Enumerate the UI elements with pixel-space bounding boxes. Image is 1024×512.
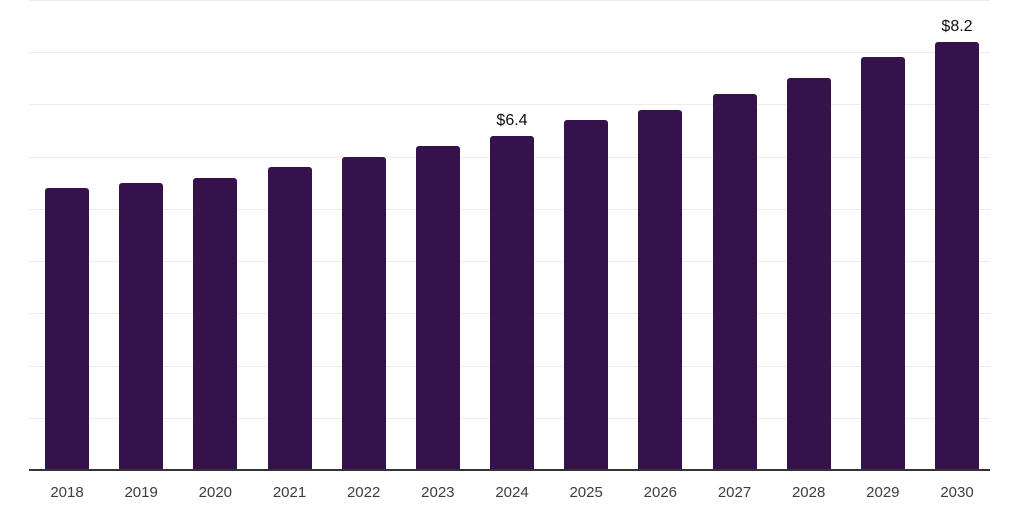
x-tick-label-2029: 2029 bbox=[866, 484, 900, 501]
x-tick-label-2021: 2021 bbox=[272, 484, 307, 501]
x-tick-label-2028: 2028 bbox=[791, 484, 826, 501]
x-tick-label-2030: 2030 bbox=[940, 484, 974, 501]
bar-2027 bbox=[712, 94, 757, 470]
bar-2024 bbox=[490, 135, 534, 470]
bar-2023 bbox=[415, 146, 460, 470]
x-tick-label-2023: 2023 bbox=[421, 484, 455, 501]
x-tick-label-2018: 2018 bbox=[50, 484, 84, 501]
bar-2021 bbox=[267, 167, 312, 470]
bar-2019 bbox=[119, 182, 164, 470]
bar-2018 bbox=[45, 188, 89, 470]
gridline bbox=[29, 52, 990, 54]
x-tick-label-2027: 2027 bbox=[717, 484, 752, 501]
bar-2020 bbox=[193, 177, 238, 470]
bar-2025 bbox=[564, 120, 609, 470]
bar-2022 bbox=[341, 156, 386, 470]
value-label-2030: $8.2 bbox=[941, 17, 973, 35]
x-tick-label-2026: 2026 bbox=[643, 484, 678, 501]
x-tick-label-2020: 2020 bbox=[198, 484, 233, 501]
bar-2029 bbox=[860, 57, 905, 470]
bar-2028 bbox=[786, 78, 831, 470]
x-tick-label-2024: 2024 bbox=[495, 484, 529, 501]
gridline bbox=[29, 104, 990, 106]
value-label-2024: $6.4 bbox=[496, 111, 528, 129]
x-axis-line bbox=[29, 469, 990, 471]
bar-2030 bbox=[935, 41, 979, 470]
bar-2026 bbox=[638, 109, 683, 470]
x-tick-label-2025: 2025 bbox=[569, 484, 603, 501]
gridline bbox=[29, 0, 990, 1]
x-tick-label-2019: 2019 bbox=[124, 484, 158, 501]
x-tick-label-2022: 2022 bbox=[346, 484, 381, 501]
